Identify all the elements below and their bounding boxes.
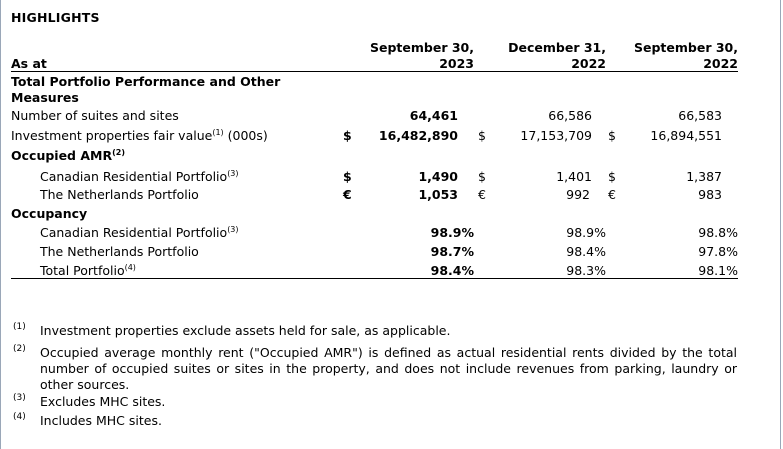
footnote-1-marker: (1) [13,322,26,332]
occupancy-canada-sep-2022: 98.8% [698,225,738,240]
footnote-2-text: Occupied average monthly rent ("Occupied… [40,345,737,392]
occupancy-nl-sep-2023: 98.7% [430,244,474,259]
suites-value-sep-2023: 64,461 [409,108,458,123]
row-label-occupancy-netherlands: The Netherlands Portfolio [40,244,199,259]
header-rule [11,71,738,72]
column-header-sep-2022: September 30, 2022 [634,40,738,71]
footnote-1-text: Investment properties exclude assets hel… [40,323,451,338]
occupancy-canada-dec-2022: 98.9% [566,225,606,240]
occupancy-total-sep-2023: 98.4% [430,263,474,278]
amr-nl-currency-sep-2023: € [343,187,352,202]
suites-value-dec-2022: 66,586 [548,108,592,123]
table-end-rule [11,278,738,279]
row-label-amr-canada: Canadian Residential Portfolio(3) [40,168,239,184]
section-occupancy: Occupancy [11,206,88,221]
row-label-occupancy-canada: Canadian Residential Portfolio(3) [40,224,239,240]
occupancy-nl-dec-2022: 98.4% [566,244,606,259]
amr-nl-dec-2022: 992 [566,187,590,202]
footnote-4-marker: (4) [13,412,26,422]
section-total-portfolio: Total Portfolio Performance and Other Me… [11,74,281,105]
fair-value-sep-2023: 16,482,890 [378,128,458,143]
fair-value-sep-2022: 16,894,551 [650,128,722,143]
occupancy-total-sep-2022: 98.1% [698,263,738,278]
fair-value-currency-sep-2023: $ [343,128,352,143]
row-label-amr-netherlands: The Netherlands Portfolio [40,187,199,202]
amr-nl-sep-2022: 983 [698,187,722,202]
row-label-fair-value: Investment properties fair value(1) (000… [11,127,268,143]
footnote-3-marker: (3) [13,393,26,403]
as-at-label: As at [11,56,47,71]
column-header-sep-2023: September 30, 2023 [370,40,474,71]
column-header-dec-2022: December 31, 2022 [508,40,606,71]
amr-canada-currency-sep-2023: $ [343,169,352,184]
amr-canada-sep-2023: 1,490 [418,169,458,184]
amr-nl-currency-sep-2022: € [608,187,616,202]
footnote-2-marker: (2) [13,344,26,354]
amr-canada-dec-2022: 1,401 [556,169,592,184]
footnote-4-text: Includes MHC sites. [40,413,162,428]
section-occupied-amr: Occupied AMR(2) [11,147,125,163]
amr-nl-sep-2023: 1,053 [418,187,458,202]
row-label-suites: Number of suites and sites [11,108,179,123]
fair-value-dec-2022: 17,153,709 [520,128,592,143]
footnote-3-text: Excludes MHC sites. [40,394,166,409]
suites-value-sep-2022: 66,583 [678,108,722,123]
page-title: HIGHLIGHTS [11,10,100,25]
amr-nl-currency-dec-2022: € [478,187,486,202]
amr-canada-currency-sep-2022: $ [608,169,616,184]
fair-value-currency-dec-2022: $ [478,128,486,143]
amr-canada-sep-2022: 1,387 [686,169,722,184]
occupancy-total-dec-2022: 98.3% [566,263,606,278]
fair-value-currency-sep-2022: $ [608,128,616,143]
row-label-occupancy-total: Total Portfolio(4) [40,262,136,278]
occupancy-canada-sep-2023: 98.9% [430,225,474,240]
amr-canada-currency-dec-2022: $ [478,169,486,184]
occupancy-nl-sep-2022: 97.8% [698,244,738,259]
